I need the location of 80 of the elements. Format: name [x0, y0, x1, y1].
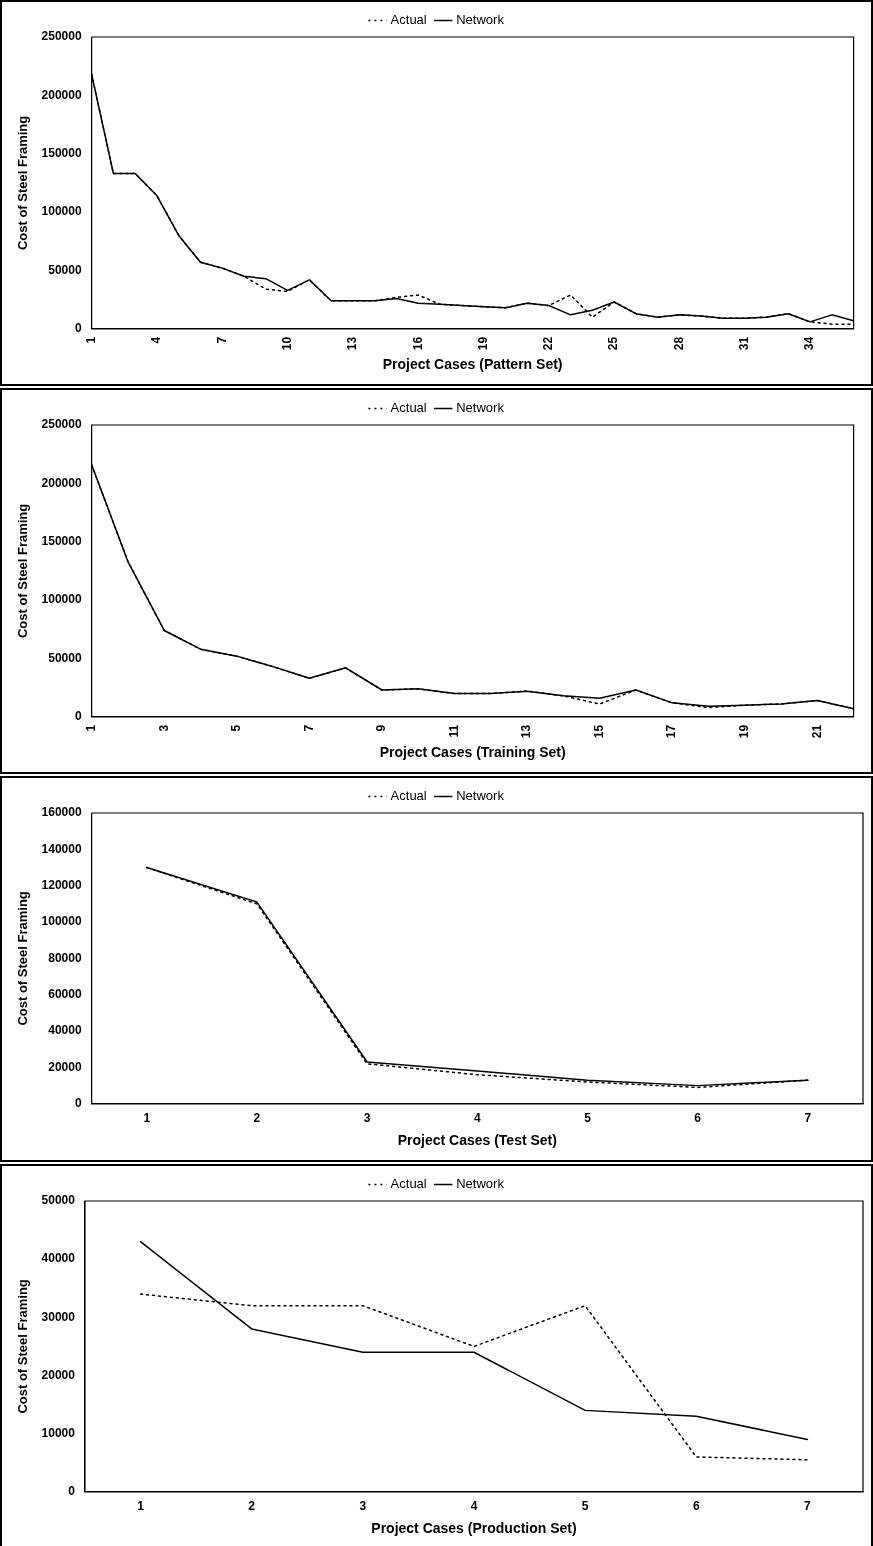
x-tick-label: 16 [410, 336, 425, 351]
legend-label: Actual [390, 1176, 427, 1192]
x-tick-label: 1 [143, 1111, 151, 1126]
y-tick-label: 50000 [41, 1193, 76, 1208]
legend-label: Network [456, 1176, 505, 1192]
y-tick-label: 100000 [41, 592, 82, 607]
x-tick-label: 1 [83, 724, 98, 732]
x-tick-label: 5 [584, 1111, 592, 1126]
x-tick-label: 7 [804, 1111, 812, 1126]
x-tick-label: 21 [809, 724, 824, 739]
x-tick-label: 34 [802, 336, 817, 351]
x-tick-label: 7 [301, 724, 316, 732]
legend-label: Network [456, 12, 505, 28]
x-tick-label: 17 [664, 724, 679, 739]
y-tick-label: 40000 [41, 1251, 76, 1266]
x-tick-label: 15 [591, 724, 606, 739]
x-tick-label: 3 [156, 724, 171, 732]
y-tick-label: 50000 [48, 262, 82, 277]
y-tick-label: 100000 [41, 204, 82, 219]
x-axis-title: Project Cases (Pattern Set) [382, 356, 563, 373]
y-tick-label: 200000 [41, 87, 82, 102]
x-tick-label: 19 [475, 336, 490, 351]
y-tick-label: 0 [74, 1096, 82, 1111]
x-tick-label: 6 [694, 1111, 702, 1126]
legend-label: Network [456, 788, 505, 804]
y-tick-label: 150000 [41, 146, 82, 161]
legend-label: Actual [390, 12, 427, 28]
x-tick-label: 5 [229, 724, 244, 732]
y-tick-label: 0 [74, 709, 82, 724]
x-tick-label: 28 [671, 336, 686, 351]
x-tick-label: 13 [345, 336, 360, 351]
y-tick-label: 30000 [41, 1309, 76, 1324]
y-tick-label: 50000 [48, 650, 82, 665]
y-tick-label: 40000 [48, 1023, 82, 1038]
y-tick-label: 250000 [41, 417, 82, 432]
x-tick-label: 19 [737, 724, 752, 739]
y-axis-title: Cost of Steel Framing [15, 1279, 31, 1414]
x-axis-title: Project Cases (Production Set) [371, 1520, 577, 1537]
y-axis-title: Cost of Steel Framing [15, 503, 31, 639]
x-tick-label: 4 [149, 336, 164, 344]
x-tick-label: 22 [541, 336, 556, 351]
x-tick-label: 9 [374, 724, 389, 732]
y-tick-label: 80000 [48, 950, 82, 965]
x-tick-label: 10 [279, 336, 294, 351]
x-tick-label: 31 [737, 336, 752, 351]
x-tick-label: 6 [692, 1499, 700, 1514]
x-tick-label: 7 [804, 1499, 812, 1514]
x-axis-title: Project Cases (Training Set) [379, 744, 566, 761]
x-tick-label: 2 [248, 1499, 256, 1514]
x-tick-label: 5 [581, 1499, 589, 1514]
x-tick-label: 1 [83, 336, 98, 344]
y-tick-label: 200000 [41, 475, 82, 490]
y-tick-label: 20000 [41, 1367, 76, 1382]
x-tick-label: 1 [137, 1499, 145, 1514]
y-tick-label: 140000 [41, 841, 82, 856]
x-tick-label: 4 [473, 1111, 481, 1126]
y-tick-label: 10000 [41, 1425, 76, 1440]
legend-label: Actual [390, 400, 427, 416]
x-tick-label: 4 [470, 1499, 478, 1514]
y-tick-label: 150000 [41, 534, 82, 549]
y-axis-title: Cost of Steel Framing [15, 891, 31, 1026]
y-tick-label: 160000 [41, 805, 82, 820]
x-axis-title: Project Cases (Test Set) [397, 1132, 557, 1149]
x-tick-label: 3 [359, 1499, 367, 1514]
y-tick-label: 0 [68, 1484, 76, 1499]
x-tick-label: 3 [363, 1111, 371, 1126]
y-tick-label: 100000 [41, 914, 82, 929]
legend-label: Actual [390, 788, 427, 804]
x-tick-label: 11 [446, 724, 461, 738]
y-tick-label: 0 [74, 321, 82, 336]
x-tick-label: 7 [214, 336, 229, 344]
y-tick-label: 120000 [41, 878, 82, 893]
y-tick-label: 250000 [41, 29, 82, 44]
x-tick-label: 2 [253, 1111, 261, 1126]
legend-label: Network [456, 400, 505, 416]
x-tick-label: 13 [519, 724, 534, 739]
y-axis-title: Cost of Steel Framing [15, 115, 31, 251]
y-tick-label: 60000 [48, 987, 82, 1002]
y-tick-label: 20000 [48, 1059, 82, 1074]
x-tick-label: 25 [606, 336, 621, 351]
